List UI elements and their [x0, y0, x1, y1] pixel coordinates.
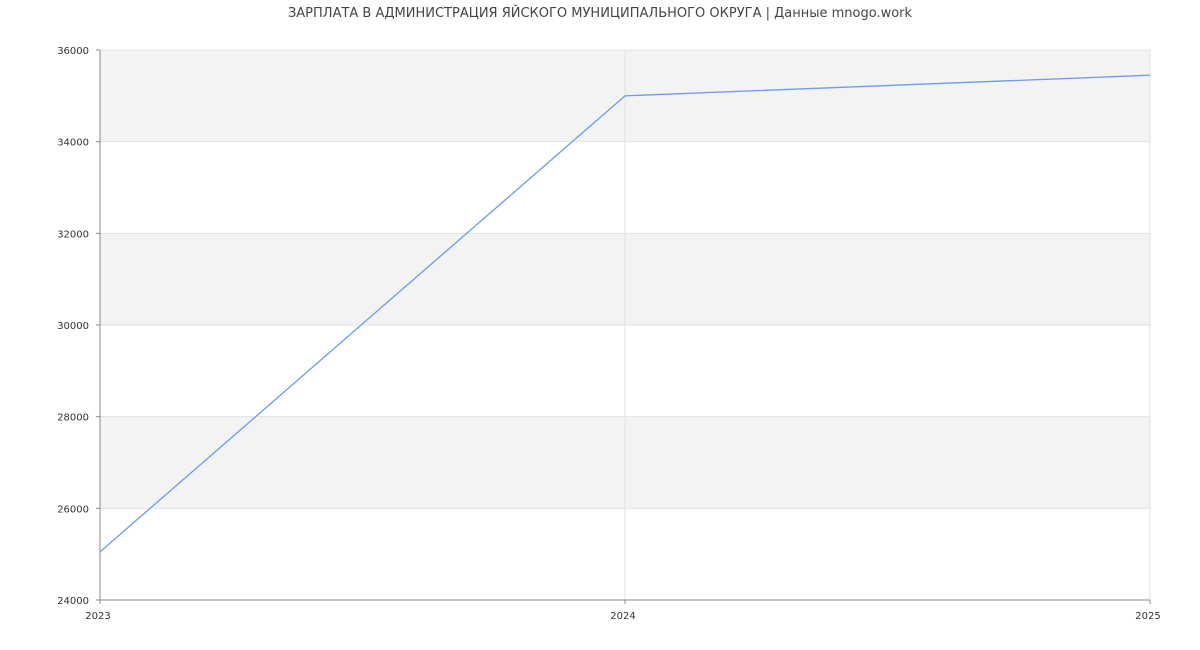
- y-tick-label: 36000: [57, 46, 89, 57]
- x-tick-label: 2025: [1135, 611, 1160, 622]
- x-tick-label: 2023: [85, 611, 110, 622]
- y-tick-label: 26000: [57, 504, 89, 515]
- y-tick-label: 30000: [57, 321, 89, 332]
- y-tick-label: 24000: [57, 596, 89, 607]
- y-tick-label: 28000: [57, 413, 89, 424]
- x-tick-label: 2024: [610, 611, 635, 622]
- chart-title: ЗАРПЛАТА В АДМИНИСТРАЦИЯ ЯЙСКОГО МУНИЦИП…: [287, 6, 913, 21]
- y-tick-label: 34000: [57, 138, 89, 149]
- y-tick-label: 32000: [57, 229, 89, 240]
